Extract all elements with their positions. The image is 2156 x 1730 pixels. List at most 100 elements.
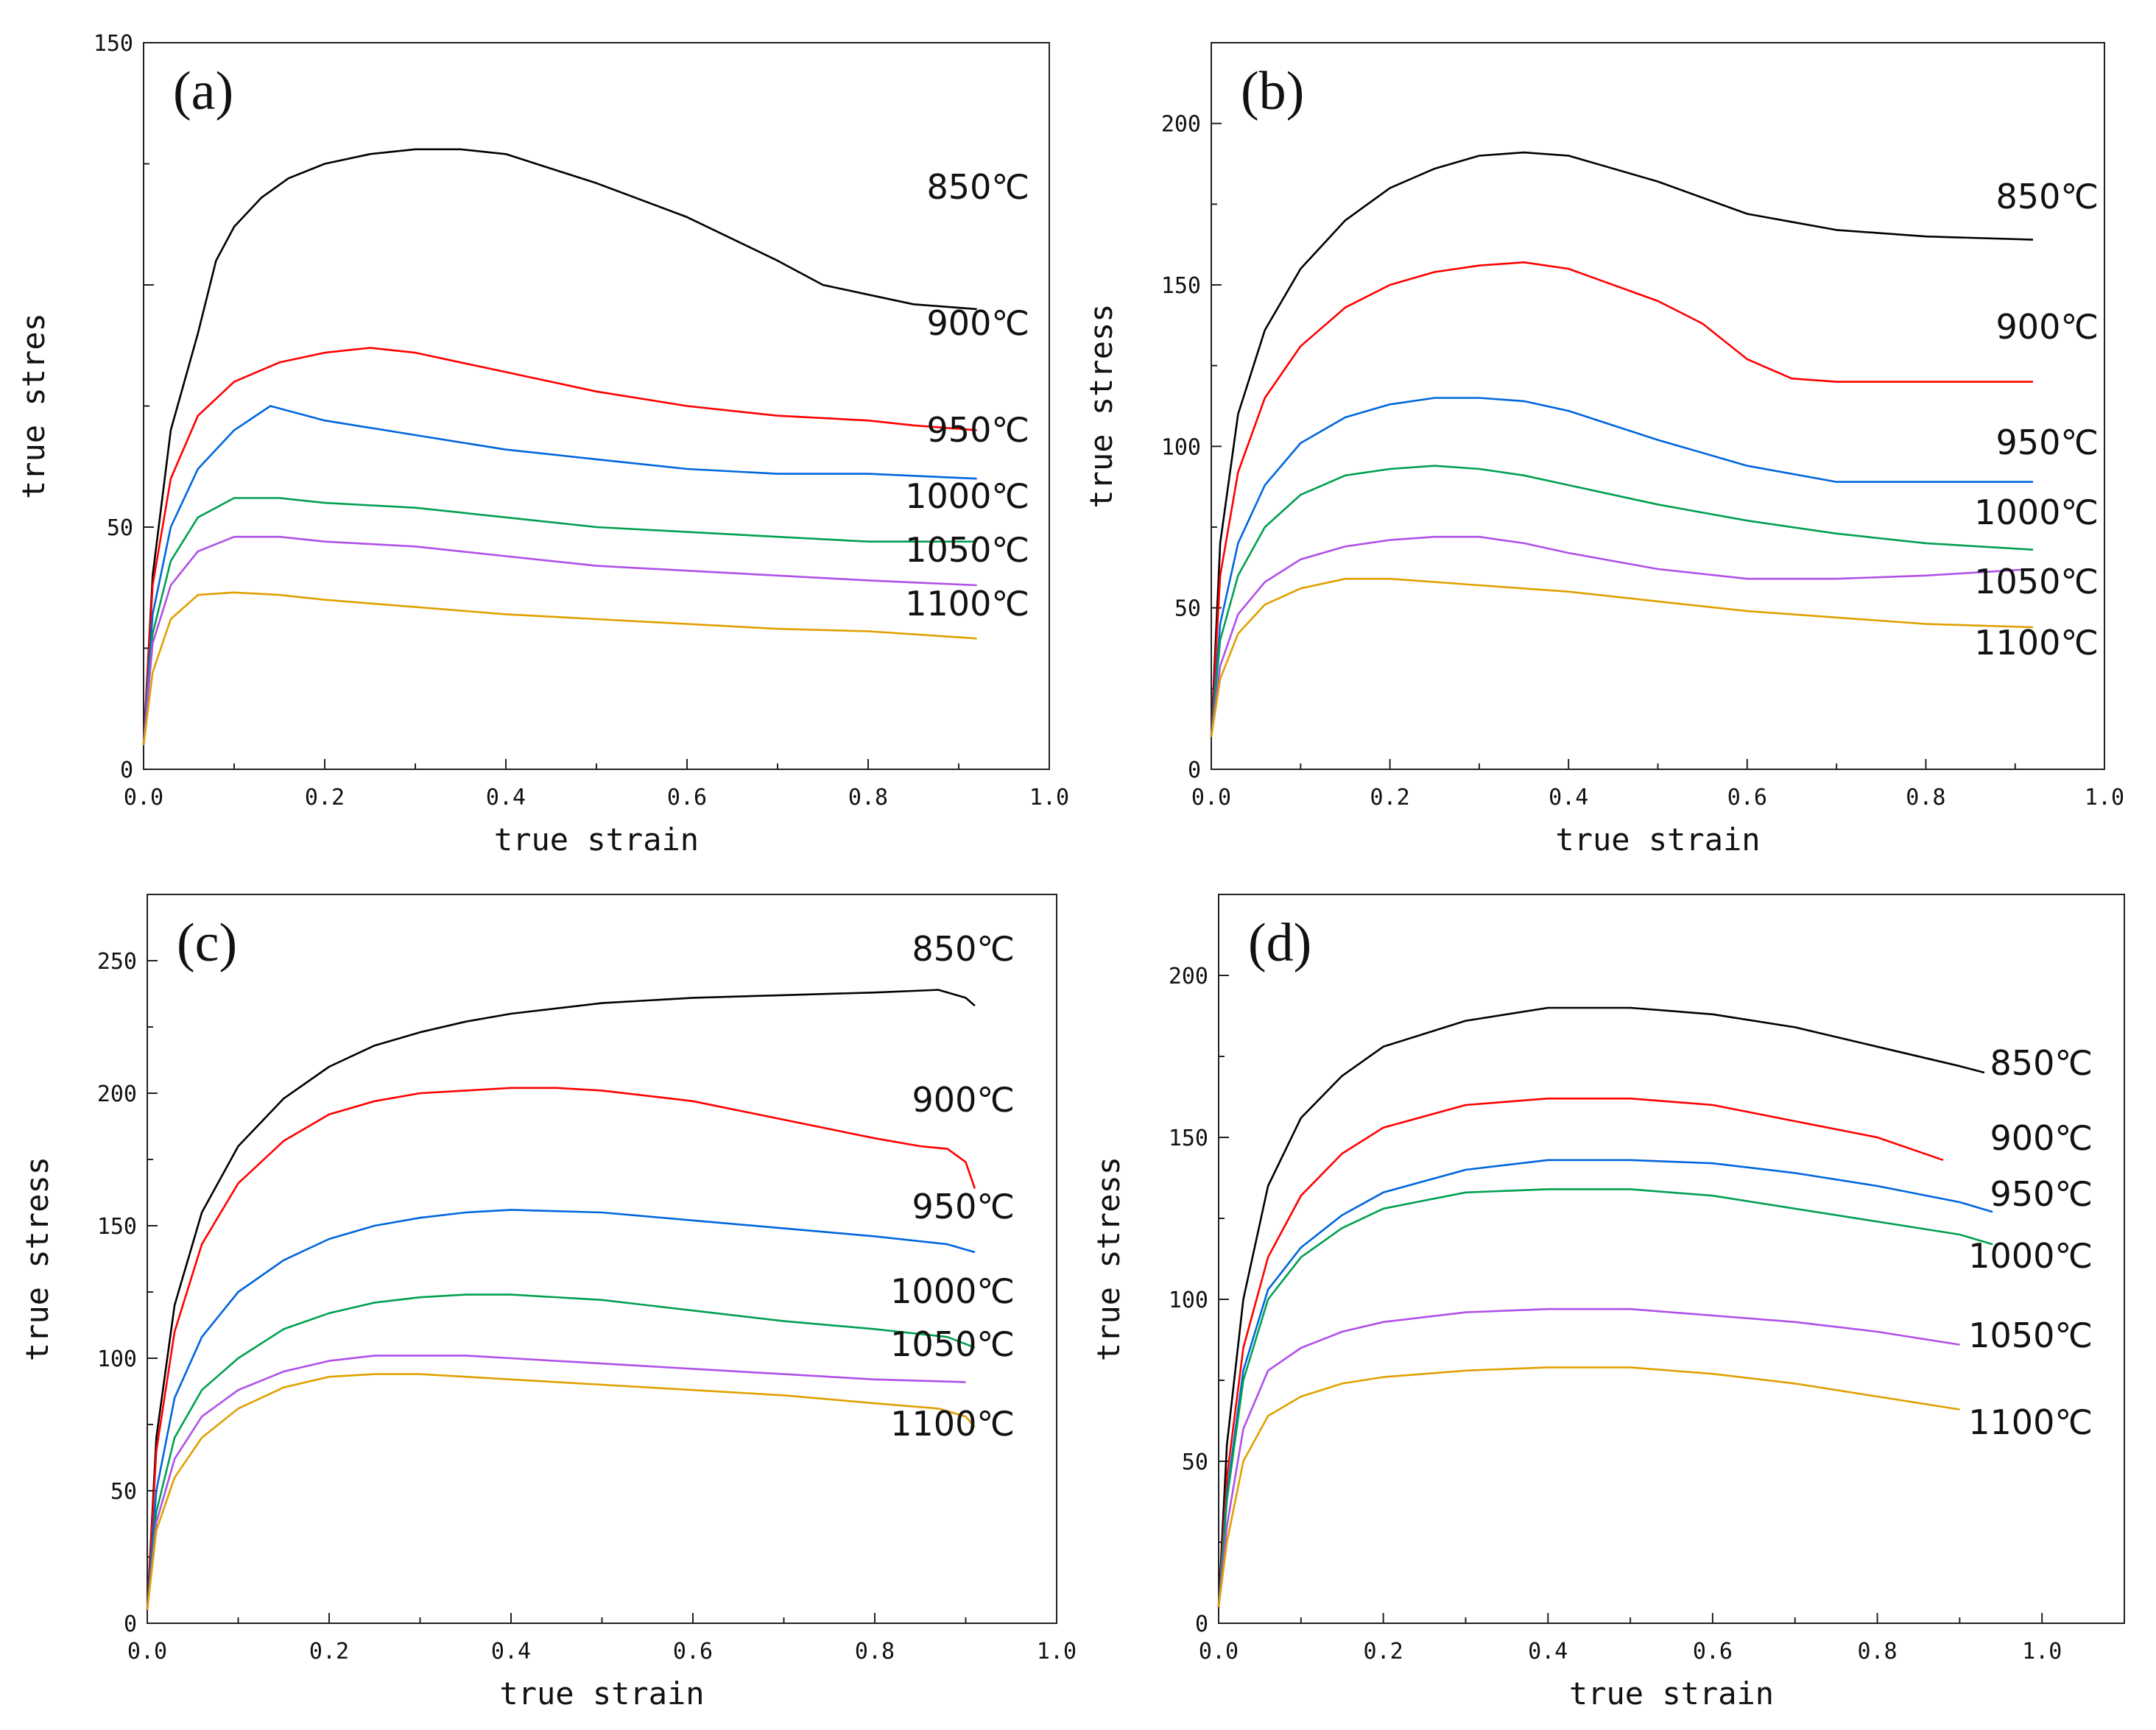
series-line-1050 [1217,1307,1960,1608]
series-label-850: 850℃ [1990,1043,2093,1083]
series-line-1050 [146,1355,966,1611]
series-label-850: 850℃ [912,929,1015,969]
y-tick-label: 0 [124,1611,137,1637]
x-tick-label: 0.0 [1191,785,1231,811]
chart-panel-b: 0.0 0.2 0.4 0.6 0.8 1.0 0 50 100 150 200 true strai… [1083,42,2124,858]
series-label-850: 850℃ [1996,177,2099,216]
x-tick-label: 0.4 [491,1639,531,1664]
plot-frame [1211,42,2105,770]
series-line-1000 [1210,465,2034,738]
series-line-900 [1210,261,2033,738]
x-tick-label: 1.0 [1029,785,1069,811]
y-axis-label: true stress [1083,303,1119,508]
series-label-950: 950℃ [927,410,1029,450]
y-tick-label: 50 [107,515,133,541]
series-label-900: 900℃ [927,303,1029,343]
series-label-1100: 1100℃ [1968,1402,2093,1442]
x-tick-label: 0.2 [1370,785,1410,811]
series-label-850: 850℃ [927,167,1029,207]
y-tick-label: 0 [120,758,133,783]
chart-panel-c: 0.0 0.2 0.4 0.6 0.8 1.0 0 50 100 150 200 250 true st… [19,894,1077,1712]
y-tick-label: 0 [1188,758,1201,783]
series-label-1000: 1000℃ [890,1271,1015,1311]
series-line-950 [1217,1159,1993,1608]
series-line-900 [146,1087,976,1611]
x-tick-label: 1.0 [2022,1639,2062,1664]
y-tick-label: 50 [1174,596,1201,622]
y-axis-label: true stress [1091,1157,1127,1361]
x-tick-label: 1.0 [1037,1639,1077,1664]
plot-frame [1218,894,2125,1624]
y-axis-label: true stress [19,1157,55,1361]
series-label-1100: 1100℃ [1974,623,2099,663]
series-line-1100 [142,591,977,746]
y-tick-label: 0 [1195,1611,1208,1637]
x-tick-label: 0.6 [1693,1639,1733,1664]
series-line-850 [146,989,976,1611]
x-tick-label: 0.0 [1199,1639,1239,1664]
series-label-1000: 1000℃ [1968,1236,2093,1276]
x-tick-label: 0.8 [848,785,888,811]
series-label-900: 900℃ [912,1080,1015,1120]
series-label-1000: 1000℃ [905,476,1029,516]
series-line-1050 [1210,535,2034,738]
series-line-1000 [146,1293,976,1611]
x-tick-label: 0.0 [124,785,163,811]
x-tick-label: 0.0 [127,1639,167,1664]
y-tick-label: 50 [110,1479,137,1505]
x-axis-label: true strain [1569,1676,1774,1712]
y-tick-label: 100 [1161,434,1201,460]
chart-panel-d: 0.0 0.2 0.4 0.6 0.8 1.0 0 50 100 150 200 true strai… [1091,894,2125,1712]
series-line-900 [142,347,977,746]
x-tick-label: 0.2 [1364,1639,1403,1664]
y-tick-label: 100 [97,1346,137,1372]
series-label-900: 900℃ [1996,307,2099,347]
series-line-1050 [142,535,977,746]
x-tick-label: 0.2 [309,1639,349,1664]
x-axis-label: true strain [1555,822,1760,858]
series-label-1100: 1100℃ [890,1404,1015,1444]
y-tick-label: 150 [94,31,133,57]
series-label-1050: 1050℃ [905,530,1029,570]
series-line-950 [1210,397,2033,738]
series-label-1100: 1100℃ [905,584,1029,624]
panel-label: (d) [1248,913,1311,973]
panel-label: (a) [173,61,233,121]
y-tick-label: 100 [1169,1288,1208,1313]
series-line-950 [142,405,977,746]
x-tick-label: 0.6 [673,1639,713,1664]
x-tick-label: 0.4 [486,785,526,811]
x-tick-label: 0.8 [1857,1639,1897,1664]
series-line-1100 [146,1373,976,1611]
y-tick-label: 250 [97,949,137,975]
y-tick-label: 150 [1161,273,1201,299]
x-tick-label: 0.8 [1906,785,1945,811]
series-line-900 [1217,1097,1944,1608]
series-label-1050: 1050℃ [1974,562,2099,601]
series-line-1000 [142,497,977,746]
series-line-850 [1210,151,2034,738]
y-tick-label: 200 [97,1081,137,1107]
panel-label: (b) [1241,61,1304,121]
x-tick-label: 0.2 [305,785,345,811]
y-tick-label: 150 [1169,1126,1208,1151]
series-line-950 [146,1209,976,1611]
series-label-900: 900℃ [1990,1118,2093,1158]
series-label-1050: 1050℃ [890,1324,1015,1364]
series-line-850 [1217,1006,1985,1608]
series-line-1100 [1217,1366,1960,1608]
plot-frame [143,42,1050,770]
x-axis-label: true strain [499,1676,704,1712]
y-axis-label: true stres [15,313,52,499]
series-label-1000: 1000℃ [1974,492,2099,532]
y-tick-label: 150 [97,1214,137,1240]
x-tick-label: 0.6 [667,785,707,811]
x-tick-label: 0.4 [1549,785,1588,811]
y-tick-label: 50 [1182,1450,1208,1475]
x-tick-label: 0.8 [855,1639,895,1664]
panel-label: (c) [177,913,237,973]
x-tick-label: 0.4 [1528,1639,1568,1664]
chart-panel-a: 0.0 0.2 0.4 0.6 0.8 1.0 0 50 150 true strain true … [15,31,1069,858]
series-line-850 [142,148,977,746]
